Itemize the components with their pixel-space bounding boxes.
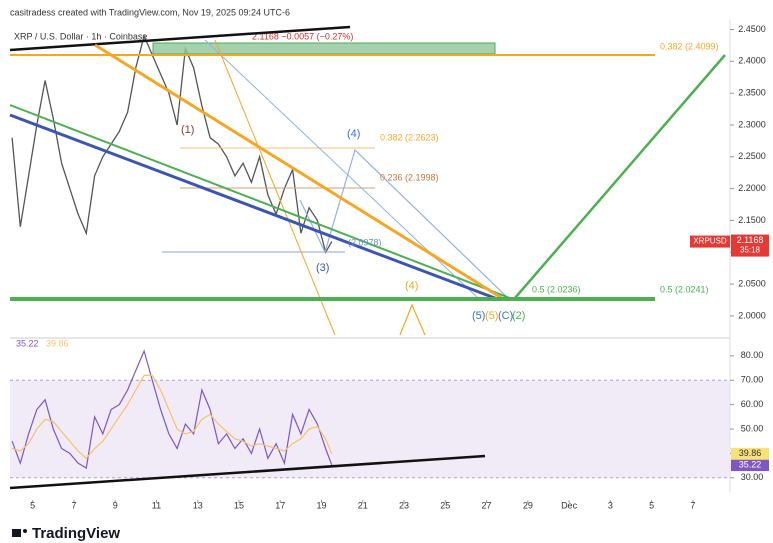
x-tick-label: 5	[649, 500, 654, 510]
rsi-line	[11, 374, 333, 460]
x-tick-label: 7	[690, 500, 695, 510]
trend-line	[9, 25, 351, 52]
y-tick-label: 2.2500	[738, 151, 766, 161]
projection-line	[214, 39, 336, 336]
x-tick-label: 13	[193, 500, 203, 510]
rsi-band	[10, 380, 730, 478]
wave-label: (4)	[347, 128, 360, 140]
y-tick-label: 2.0000	[738, 310, 766, 320]
wave-label: (1)	[181, 124, 194, 136]
y-tick-label: 60.00	[741, 399, 764, 409]
y-tick-label: 50.00	[741, 423, 764, 433]
countdown-label: 35:18	[740, 246, 761, 255]
y-tick-label: 2.2000	[738, 183, 766, 193]
x-tick-label: 11	[152, 500, 161, 510]
price-label: 2.1168	[737, 235, 764, 245]
wave-label: (5)	[472, 310, 485, 322]
trend-line	[94, 43, 506, 302]
symbol-legend: XRP / U.S. Dollar · 1h · Coinbase	[14, 31, 147, 41]
y-tick-label: 30.00	[741, 472, 764, 482]
x-tick-label: 25	[440, 500, 450, 510]
y-tick-label: 70.00	[741, 375, 764, 385]
projection-line	[514, 54, 726, 299]
x-tick-label: Dec	[561, 500, 578, 510]
fib-label: (2.0978)	[348, 237, 382, 247]
logo-mark	[23, 529, 27, 533]
x-tick-label: 17	[275, 500, 285, 510]
footer-text: TradingView	[32, 525, 120, 542]
symbol-label: XRPUSD	[693, 237, 727, 246]
y-tick-label: 2.4000	[738, 56, 766, 66]
y-tick-label: 2.4500	[738, 24, 766, 34]
footer-logo: TradingView	[12, 525, 120, 542]
x-tick-label: 15	[234, 500, 244, 510]
last-value-label: 35.22	[739, 459, 762, 469]
fib-label: 0.382 (2.4099)	[660, 41, 719, 51]
x-tick-label: 9	[113, 500, 118, 510]
wave-label: (4)	[405, 280, 418, 292]
x-tick-label: 19	[317, 500, 327, 510]
last-value-box	[731, 459, 769, 472]
change-legend: 2.1168 −0.0057 (−0.27%)	[252, 31, 353, 41]
wave-label: (C)	[498, 310, 513, 322]
fib-label: 0.5 (2.0241)	[660, 284, 709, 294]
wave-label: (3)	[316, 262, 329, 274]
x-tick-label: 27	[482, 500, 492, 510]
y-tick-label: 80.00	[741, 350, 764, 360]
rsi-legend: 39.86	[46, 338, 69, 348]
x-tick-label: 5	[30, 500, 35, 510]
y-tick-label: 2.0500	[738, 278, 766, 288]
projection-line	[399, 303, 426, 336]
rsi-line	[11, 349, 333, 469]
x-tick-label: 23	[399, 500, 409, 510]
x-tick-label: 3	[608, 500, 613, 510]
trend-line	[9, 113, 501, 302]
rsi-trend-line	[9, 454, 486, 490]
fib-label: 0.5 (2.0236)	[532, 284, 581, 294]
trend-line	[9, 104, 516, 301]
projection-line	[299, 148, 511, 301]
fib-label: 0.236 (2.1998)	[380, 172, 439, 182]
wave-label: (2)	[512, 310, 525, 322]
zone	[152, 42, 496, 55]
chart-title: casitradess created with TradingView.com…	[10, 7, 290, 17]
y-tick-label: 2.3000	[738, 119, 766, 129]
x-tick-label: 7	[71, 500, 76, 510]
drawings	[9, 25, 726, 490]
symbol-box	[690, 235, 730, 248]
rsi-legend: 35.22	[16, 338, 39, 348]
x-tick-label: 29	[523, 500, 533, 510]
fib-label: 0.382 (2.2623)	[380, 132, 439, 142]
last-value-box	[731, 447, 769, 460]
last-value-label: 39.86	[739, 448, 762, 458]
price-box	[731, 234, 769, 257]
x-tick-label: 21	[358, 500, 368, 510]
logo-mark	[12, 529, 21, 537]
wave-label: (5)	[485, 310, 498, 322]
y-tick-label: 2.1500	[738, 215, 766, 225]
y-tick-label: 2.3500	[738, 88, 766, 98]
